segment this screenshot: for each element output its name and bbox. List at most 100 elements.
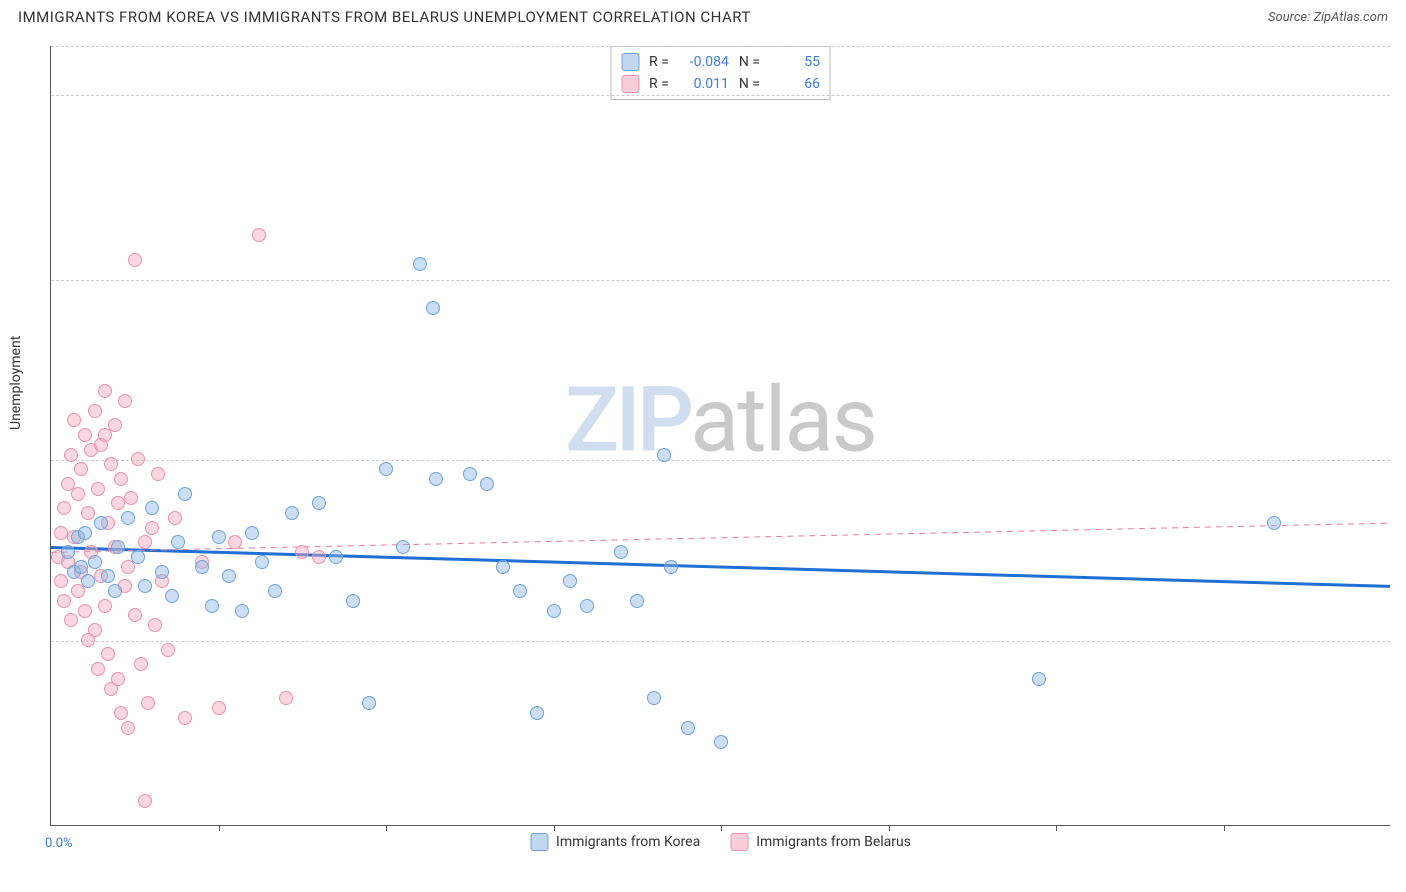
data-point-korea bbox=[329, 550, 343, 564]
legend-item-korea: Immigrants from Korea bbox=[530, 833, 700, 851]
swatch-korea-icon bbox=[621, 53, 639, 71]
data-point-belarus bbox=[91, 662, 105, 676]
data-point-korea bbox=[362, 696, 376, 710]
data-point-korea bbox=[121, 511, 135, 525]
data-point-belarus bbox=[228, 535, 242, 549]
data-point-belarus bbox=[168, 511, 182, 525]
swatch-belarus-icon bbox=[621, 75, 639, 93]
grid-line bbox=[51, 280, 1390, 281]
data-point-belarus bbox=[78, 428, 92, 442]
trend-line-korea bbox=[51, 547, 1390, 586]
data-point-belarus bbox=[128, 253, 142, 267]
scatter-chart: ZIPatlas R = -0.084 N = 55 R = 0.011 N =… bbox=[50, 46, 1390, 826]
data-point-korea bbox=[255, 555, 269, 569]
data-point-korea bbox=[235, 604, 249, 618]
data-point-korea bbox=[171, 535, 185, 549]
stats-row-belarus: R = 0.011 N = 66 bbox=[621, 73, 820, 95]
data-point-korea bbox=[647, 691, 661, 705]
data-point-belarus bbox=[111, 672, 125, 686]
data-point-korea bbox=[212, 530, 226, 544]
data-point-korea bbox=[285, 506, 299, 520]
grid-line bbox=[51, 95, 1390, 96]
korea-n-value: 55 bbox=[770, 54, 820, 70]
data-point-belarus bbox=[138, 535, 152, 549]
data-point-belarus bbox=[145, 521, 159, 535]
data-point-belarus bbox=[131, 452, 145, 466]
data-point-belarus bbox=[138, 794, 152, 808]
data-point-korea bbox=[111, 540, 125, 554]
data-point-belarus bbox=[88, 404, 102, 418]
data-point-korea bbox=[222, 569, 236, 583]
data-point-korea bbox=[94, 516, 108, 530]
data-point-belarus bbox=[111, 496, 125, 510]
data-point-belarus bbox=[134, 657, 148, 671]
data-point-korea bbox=[165, 589, 179, 603]
data-point-korea bbox=[480, 477, 494, 491]
data-point-belarus bbox=[57, 501, 71, 515]
trend-lines bbox=[51, 46, 1390, 825]
data-point-belarus bbox=[88, 623, 102, 637]
data-point-korea bbox=[496, 560, 510, 574]
data-point-korea bbox=[429, 472, 443, 486]
data-point-korea bbox=[138, 579, 152, 593]
data-point-korea bbox=[101, 569, 115, 583]
data-point-korea bbox=[131, 550, 145, 564]
data-point-korea bbox=[81, 574, 95, 588]
source-label: Source: ZipAtlas.com bbox=[1268, 10, 1388, 25]
data-point-korea bbox=[155, 565, 169, 579]
swatch-korea-icon bbox=[530, 833, 548, 851]
data-point-belarus bbox=[57, 594, 71, 608]
data-point-korea bbox=[1032, 672, 1046, 686]
data-point-korea bbox=[664, 560, 678, 574]
data-point-belarus bbox=[71, 487, 85, 501]
data-point-belarus bbox=[252, 228, 266, 242]
data-point-korea bbox=[547, 604, 561, 618]
y-axis-label: Unemployment bbox=[8, 336, 24, 430]
data-point-belarus bbox=[104, 457, 118, 471]
data-point-korea bbox=[205, 599, 219, 613]
grid-line bbox=[51, 460, 1390, 461]
grid-line bbox=[51, 641, 1390, 642]
data-point-korea bbox=[312, 496, 326, 510]
chart-title: IMMIGRANTS FROM KOREA VS IMMIGRANTS FROM… bbox=[18, 8, 751, 26]
data-point-korea bbox=[714, 735, 728, 749]
x-tick bbox=[1056, 825, 1057, 831]
data-point-belarus bbox=[101, 647, 115, 661]
data-point-korea bbox=[268, 584, 282, 598]
data-point-belarus bbox=[54, 526, 68, 540]
data-point-korea bbox=[396, 540, 410, 554]
data-point-korea bbox=[145, 501, 159, 515]
data-point-belarus bbox=[212, 701, 226, 715]
data-point-korea bbox=[657, 448, 671, 462]
data-point-belarus bbox=[128, 608, 142, 622]
data-point-belarus bbox=[81, 506, 95, 520]
swatch-belarus-icon bbox=[730, 833, 748, 851]
data-point-korea bbox=[195, 560, 209, 574]
data-point-korea bbox=[614, 545, 628, 559]
belarus-n-value: 66 bbox=[770, 76, 820, 92]
data-point-belarus bbox=[151, 467, 165, 481]
data-point-korea bbox=[88, 555, 102, 569]
data-point-belarus bbox=[67, 413, 81, 427]
stats-legend: R = -0.084 N = 55 R = 0.011 N = 66 bbox=[610, 46, 831, 100]
data-point-belarus bbox=[295, 545, 309, 559]
data-point-korea bbox=[426, 301, 440, 315]
data-point-korea bbox=[530, 706, 544, 720]
data-point-belarus bbox=[64, 448, 78, 462]
data-point-belarus bbox=[91, 482, 105, 496]
data-point-belarus bbox=[178, 711, 192, 725]
data-point-korea bbox=[245, 526, 259, 540]
data-point-korea bbox=[346, 594, 360, 608]
data-point-korea bbox=[1267, 516, 1281, 530]
x-tick bbox=[1224, 825, 1225, 831]
legend-item-belarus: Immigrants from Belarus bbox=[730, 833, 911, 851]
bottom-legend: Immigrants from Korea Immigrants from Be… bbox=[530, 833, 911, 851]
data-point-belarus bbox=[114, 472, 128, 486]
data-point-belarus bbox=[124, 491, 138, 505]
data-point-belarus bbox=[121, 721, 135, 735]
data-point-korea bbox=[580, 599, 594, 613]
data-point-korea bbox=[108, 584, 122, 598]
data-point-belarus bbox=[98, 599, 112, 613]
data-point-belarus bbox=[148, 618, 162, 632]
stats-row-korea: R = -0.084 N = 55 bbox=[621, 51, 820, 73]
